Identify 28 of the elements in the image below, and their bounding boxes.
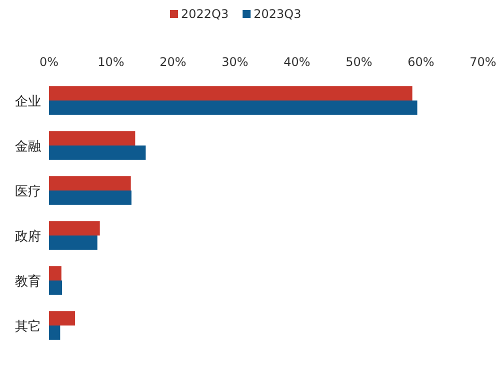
bar: [49, 311, 76, 326]
bar: [49, 266, 62, 280]
x-tick-label: 10%: [98, 55, 124, 69]
x-tick-label: 40%: [284, 55, 310, 69]
bar: [49, 131, 136, 146]
y-tick-label: 金融: [15, 140, 41, 154]
bar: [49, 146, 146, 160]
y-tick-label: 医疗: [15, 184, 41, 200]
bar: [49, 236, 98, 250]
x-tick-label: 60%: [408, 55, 434, 69]
x-tick-label: 70%: [470, 55, 496, 69]
legend-label: 2022Q3: [181, 7, 229, 21]
bar: [49, 176, 131, 190]
legend-label: 2023Q3: [254, 7, 302, 21]
bar: [49, 86, 412, 100]
y-tick-label: 政府: [15, 228, 41, 244]
y-tick-label: 教育: [15, 274, 41, 290]
bar: [49, 190, 132, 205]
x-tick-label: 20%: [160, 55, 186, 69]
bar: [49, 100, 418, 115]
bar: [49, 280, 62, 295]
bar: [49, 326, 60, 340]
x-tick-label: 0%: [39, 55, 59, 69]
x-tick-label: 30%: [222, 55, 248, 69]
bar: [49, 221, 100, 236]
x-tick-label: 50%: [346, 55, 372, 69]
y-tick-label: 其它: [15, 318, 41, 334]
y-tick-label: 企业: [15, 94, 41, 110]
